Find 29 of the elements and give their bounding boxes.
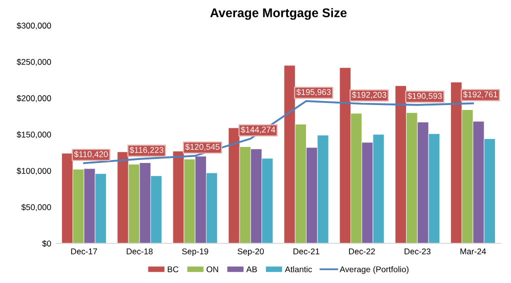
x-tick-label: Dec-18: [126, 248, 153, 254]
y-tick-label: $300,000: [16, 22, 52, 30]
x-tick-label: Sep-19: [182, 248, 208, 256]
data-label: $192,203: [352, 92, 386, 99]
data-label: $120,545: [185, 144, 220, 151]
data-label: $110,420: [74, 150, 108, 158]
legend-label: AB: [246, 266, 257, 272]
data-label: $116,223: [130, 146, 164, 154]
y-tick-label: $250,000: [16, 58, 52, 66]
data-label: $195,963: [296, 88, 331, 96]
legend-label: ON: [206, 266, 218, 272]
y-tick-label: $100,000: [16, 168, 52, 175]
x-tick-label: Dec-21: [294, 248, 320, 254]
x-tick-label: Sep-20: [238, 248, 264, 256]
y-tick-label: $150,000: [16, 131, 52, 139]
x-tick-label: Mar-24: [460, 248, 486, 254]
y-tick-label: $50,000: [21, 204, 52, 212]
legend-label: BC: [168, 266, 178, 272]
y-tick-label: $200,000: [16, 94, 52, 102]
x-tick-label: Dec-23: [404, 248, 430, 254]
y-tick-label: $0: [42, 240, 52, 247]
legend-label: Atlantic: [284, 266, 312, 272]
x-tick-label: Dec-17: [71, 248, 98, 254]
data-label: $144,274: [240, 126, 276, 134]
legend-label: Average (Portfolio): [340, 266, 408, 274]
x-tick-label: Dec-22: [349, 248, 375, 254]
data-label: $192,761: [463, 91, 498, 98]
chart-title: Average Mortgage Size: [210, 8, 347, 20]
data-label: $190,593: [408, 92, 442, 100]
